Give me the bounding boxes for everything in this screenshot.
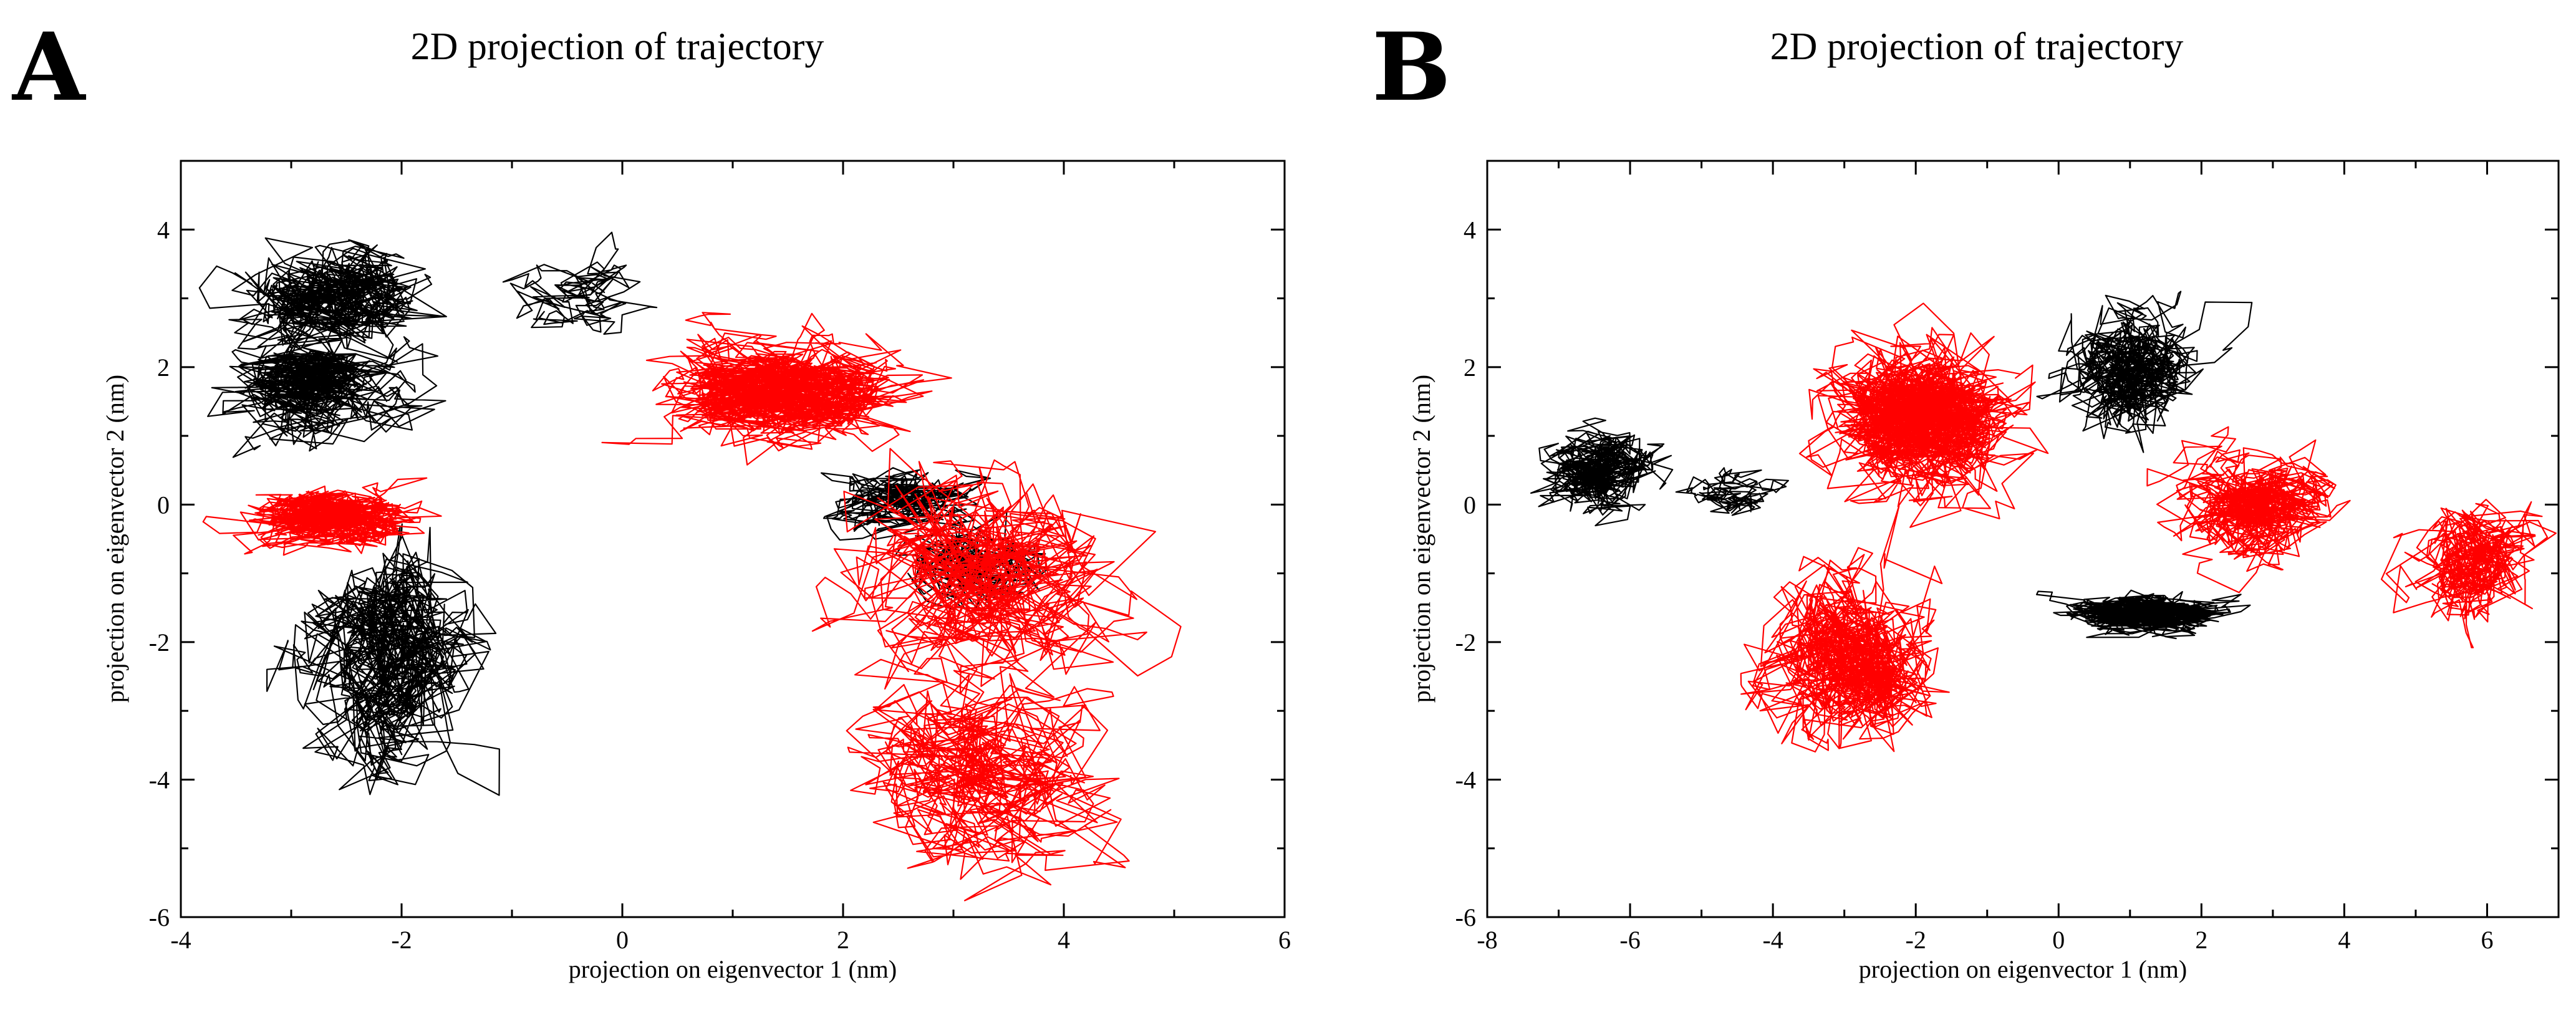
panel-b-trajectory-segment xyxy=(2146,426,2351,594)
panel-a-trajectory-segment xyxy=(601,312,952,466)
panel-b-trajectory-segment xyxy=(1798,302,2049,528)
panel-b-title: 2D projection of trajectory xyxy=(1770,26,2184,68)
panel-b-x-tick-label: -4 xyxy=(1762,926,1783,954)
panel-b-x-tick-label: -6 xyxy=(1619,926,1640,954)
panel-a: A 2D projection of trajectory -4 -2 0 2 4 6 -6… xyxy=(11,12,1291,983)
panel-b-x-tick-label: -8 xyxy=(1477,926,1497,954)
panel-b-x-tick-label: 4 xyxy=(2338,926,2350,954)
panel-a-y-tick-label: -2 xyxy=(149,628,170,656)
panel-a-trajectory-segment xyxy=(502,231,658,335)
panel-b-x-axis-label: projection on eigenvector 1 (nm) xyxy=(1859,955,2187,983)
panel-b-plot-frame xyxy=(1486,160,2560,918)
panel-b-x-tick-label: 6 xyxy=(2481,926,2493,954)
panel-a-trajectory-segment xyxy=(266,523,500,796)
panel-b-y-axis-label: projection on eigenvector 2 (nm) xyxy=(1407,375,1435,703)
panel-a-y-axis-label: projection on eigenvector 2 (nm) xyxy=(101,375,129,703)
panel-a-y-tick-label: -6 xyxy=(149,903,170,931)
panel-a-x-tick-label: 2 xyxy=(837,926,849,954)
panel-a-trajectory-segment xyxy=(202,477,442,556)
panel-a-x-tick-label: -4 xyxy=(170,926,191,954)
panel-b-trajectory-segment xyxy=(2036,291,2253,453)
panel-a-title: 2D projection of trajectory xyxy=(411,26,824,68)
panel-b-trajectory-segment xyxy=(1740,505,1950,753)
panel-letter-a: A xyxy=(11,12,87,122)
panel-a-x-tick-label: -2 xyxy=(391,926,412,954)
panel-b-y-tick-label: 4 xyxy=(1464,216,1476,244)
panel-b-x-tick-label: 2 xyxy=(2195,926,2207,954)
panel-b-series-black xyxy=(1530,291,2253,640)
panel-a-y-tick-label: 0 xyxy=(157,491,170,519)
panel-b-y-tick-label: 2 xyxy=(1464,354,1476,382)
panel-letter-b: B xyxy=(1372,12,1451,122)
panel-a-trajectory-segment xyxy=(198,237,447,374)
panel-b: B 2D projection of trajectory -8 -6 -4 -2 0 2… xyxy=(1372,12,2560,983)
panel-b-y-tick-label: -6 xyxy=(1455,903,1476,931)
panel-b-trajectory-segment xyxy=(2380,498,2557,648)
panel-a-x-axis-label: projection on eigenvector 1 (nm) xyxy=(569,955,897,983)
panel-a-trajectory-segment xyxy=(811,448,1182,742)
panel-b-series-red xyxy=(1740,302,2557,753)
panel-b-trajectory-segment xyxy=(1675,467,1789,516)
panel-b-trajectory-segment xyxy=(2036,589,2251,640)
panel-b-y-tick-label: -4 xyxy=(1455,766,1476,794)
panel-b-x-tick-label: -2 xyxy=(1906,926,1926,954)
panel-a-y-tick-label: -4 xyxy=(149,766,170,794)
panel-b-y-tick-label: -2 xyxy=(1455,628,1476,656)
panel-a-y-tick-label: 4 xyxy=(157,216,170,244)
panel-b-y-tick-label: 0 xyxy=(1464,491,1476,519)
panel-a-trajectory-segment xyxy=(820,467,991,541)
panel-a-x-tick-label: 6 xyxy=(1278,926,1291,954)
panel-a-series-red xyxy=(202,312,1182,902)
panel-a-trajectory-segment xyxy=(207,315,446,458)
panel-b-trajectory-segment xyxy=(1530,417,1674,527)
panel-a-x-tick-label: 4 xyxy=(1058,926,1070,954)
panel-b-x-tick-label: 0 xyxy=(2052,926,2065,954)
panel-a-y-tick-label: 2 xyxy=(157,354,170,382)
panel-a-trajectory-segment xyxy=(846,658,1130,902)
panel-a-x-tick-label: 0 xyxy=(616,926,629,954)
